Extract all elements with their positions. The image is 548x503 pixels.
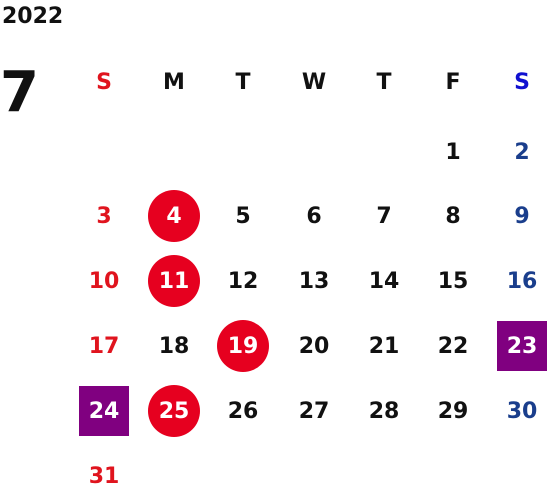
day-cell[interactable]: 27: [298, 398, 330, 424]
day-cell[interactable]: 31: [88, 463, 120, 489]
day-cell[interactable]: 10: [88, 268, 120, 294]
day-cell[interactable]: 11: [148, 255, 200, 307]
weekday-header-0: S: [96, 69, 112, 95]
day-cell[interactable]: 22: [437, 333, 469, 359]
day-cell[interactable]: 25: [148, 385, 200, 437]
day-cell[interactable]: 17: [88, 333, 120, 359]
day-cell[interactable]: 21: [368, 333, 400, 359]
day-cell[interactable]: 26: [227, 398, 259, 424]
day-cell[interactable]: 19: [217, 320, 269, 372]
day-cell[interactable]: 6: [306, 203, 322, 229]
day-cell[interactable]: 4: [148, 190, 200, 242]
day-cell[interactable]: 23: [497, 321, 547, 371]
weekday-header-1: M: [163, 69, 185, 95]
month-number: 7: [0, 60, 39, 125]
day-cell[interactable]: 9: [514, 203, 530, 229]
day-cell[interactable]: 24: [79, 386, 129, 436]
day-cell[interactable]: 14: [368, 268, 400, 294]
weekday-header-6: S: [514, 69, 530, 95]
day-cell[interactable]: 2: [514, 139, 530, 165]
weekday-header-5: F: [445, 69, 461, 95]
year-label: 2022: [2, 4, 64, 29]
weekday-header-2: T: [235, 69, 251, 95]
day-cell[interactable]: 1: [445, 139, 461, 165]
day-cell[interactable]: 5: [235, 203, 251, 229]
day-cell[interactable]: 8: [445, 203, 461, 229]
day-cell[interactable]: 12: [227, 268, 259, 294]
weekday-header-3: W: [301, 69, 327, 95]
day-cell[interactable]: 16: [506, 268, 538, 294]
day-cell[interactable]: 30: [506, 398, 538, 424]
day-cell[interactable]: 18: [158, 333, 190, 359]
day-cell[interactable]: 20: [298, 333, 330, 359]
day-cell[interactable]: 7: [376, 203, 392, 229]
day-cell[interactable]: 3: [96, 203, 112, 229]
weekday-header-4: T: [376, 69, 392, 95]
day-cell[interactable]: 28: [368, 398, 400, 424]
day-cell[interactable]: 13: [298, 268, 330, 294]
day-cell[interactable]: 29: [437, 398, 469, 424]
day-cell[interactable]: 15: [437, 268, 469, 294]
